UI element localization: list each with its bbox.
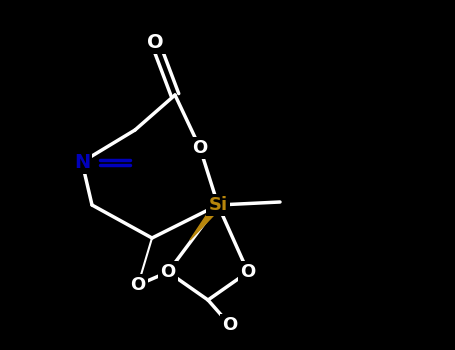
- Text: O: O: [147, 33, 163, 51]
- Text: O: O: [240, 263, 256, 281]
- Text: O: O: [131, 276, 146, 294]
- Text: O: O: [222, 316, 238, 334]
- Polygon shape: [190, 203, 221, 240]
- Text: N: N: [74, 153, 90, 172]
- Text: Si: Si: [208, 196, 228, 214]
- Text: O: O: [160, 263, 176, 281]
- Text: O: O: [192, 139, 207, 157]
